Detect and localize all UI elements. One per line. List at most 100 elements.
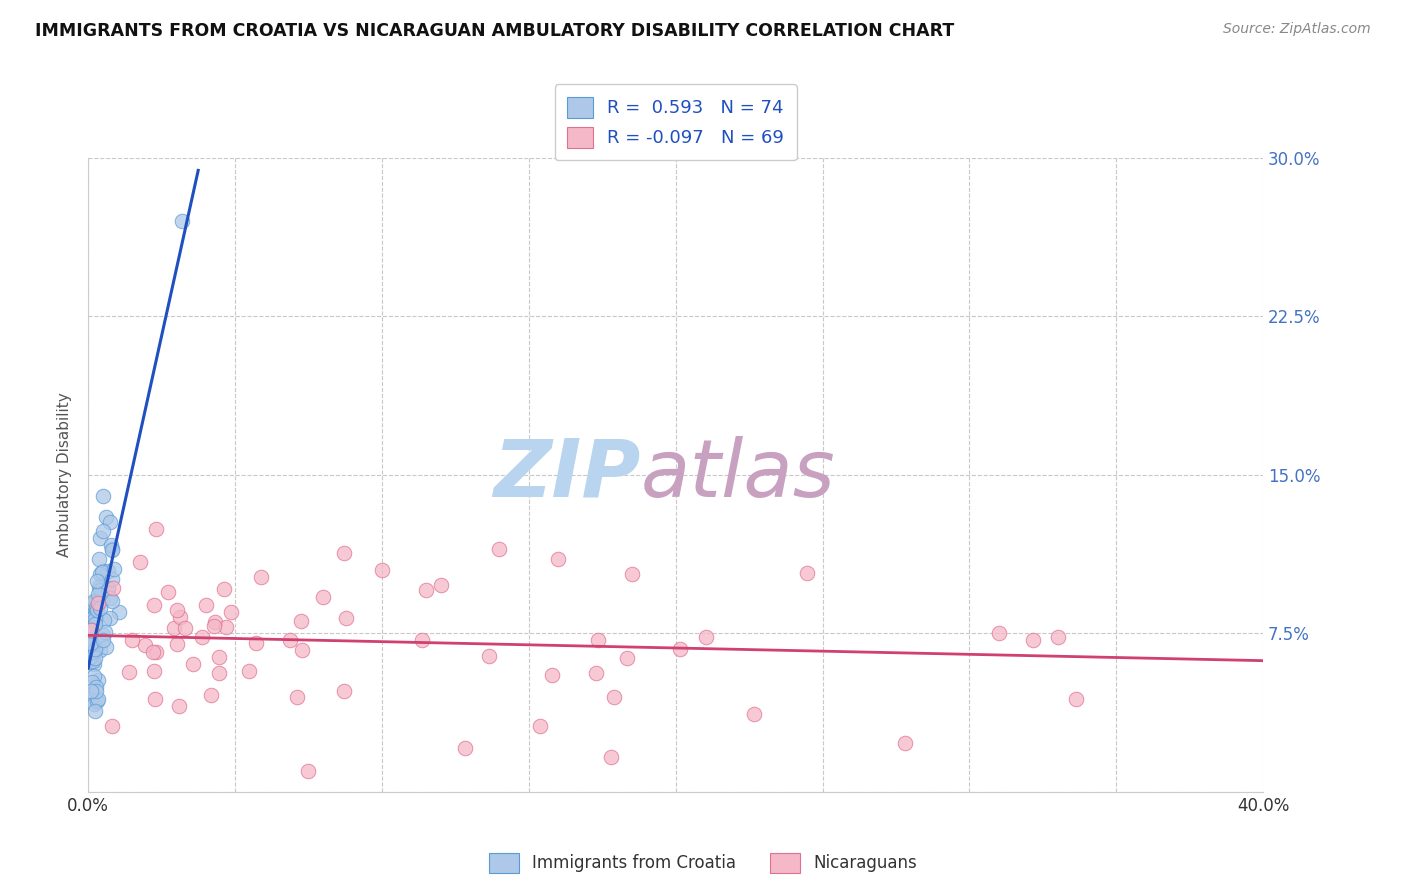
Point <box>101 594 124 608</box>
Point <box>695 630 717 644</box>
Point <box>278 633 301 648</box>
Point <box>86 694 108 708</box>
Point <box>83 657 105 671</box>
Point <box>80 623 103 637</box>
Point <box>143 598 166 612</box>
Point <box>97 582 120 596</box>
Point <box>84 651 107 665</box>
Point <box>97 581 120 595</box>
Point <box>80 651 103 665</box>
Point <box>454 740 477 755</box>
Text: Source: ZipAtlas.com: Source: ZipAtlas.com <box>1223 22 1371 37</box>
Point <box>172 214 194 228</box>
Point <box>585 665 607 680</box>
Point <box>91 564 114 578</box>
Point <box>488 541 510 556</box>
Point <box>83 644 105 658</box>
Point <box>84 642 107 657</box>
Point <box>87 580 110 594</box>
Point <box>333 546 356 560</box>
Point <box>195 598 218 612</box>
Point <box>669 642 692 657</box>
Point <box>86 586 108 600</box>
Point <box>80 636 103 650</box>
Point <box>108 605 131 619</box>
Point <box>87 552 110 566</box>
Point <box>143 664 166 678</box>
Point <box>83 612 105 626</box>
Point <box>134 638 156 652</box>
Point <box>478 648 501 663</box>
Point <box>93 613 115 627</box>
Point <box>297 764 319 778</box>
Point <box>190 630 212 644</box>
Point <box>86 601 108 615</box>
Point <box>90 584 112 599</box>
Point <box>238 665 260 679</box>
Point <box>145 645 167 659</box>
Point <box>145 522 167 536</box>
Point <box>83 594 105 608</box>
Point <box>83 608 105 623</box>
Point <box>1022 632 1045 647</box>
Point <box>77 637 100 651</box>
Point <box>245 636 267 650</box>
Point <box>1064 692 1087 706</box>
Point <box>121 633 143 648</box>
Point <box>93 524 115 539</box>
Point <box>215 620 238 634</box>
Point <box>77 633 100 648</box>
Point <box>98 611 121 625</box>
Point <box>83 697 105 711</box>
Point <box>204 615 226 630</box>
Point <box>97 564 120 578</box>
Point <box>143 692 166 706</box>
Point <box>142 645 165 659</box>
Point <box>1046 631 1069 645</box>
Point <box>202 619 225 633</box>
Point <box>83 607 105 622</box>
Point <box>616 651 638 665</box>
Legend: Immigrants from Croatia, Nicaraguans: Immigrants from Croatia, Nicaraguans <box>482 847 924 880</box>
Point <box>250 570 273 584</box>
Text: IMMIGRANTS FROM CROATIA VS NICARAGUAN AMBULATORY DISABILITY CORRELATION CHART: IMMIGRANTS FROM CROATIA VS NICARAGUAN AM… <box>35 22 955 40</box>
Point <box>80 623 103 637</box>
Point <box>80 684 103 698</box>
Point <box>83 669 105 683</box>
Point <box>586 633 609 648</box>
Point <box>103 562 125 576</box>
Point <box>87 673 110 688</box>
Point <box>80 632 103 646</box>
Point <box>83 617 105 632</box>
Point <box>411 632 433 647</box>
Point <box>600 749 623 764</box>
Point <box>602 690 624 704</box>
Point <box>87 596 110 610</box>
Point <box>200 688 222 702</box>
Point <box>742 706 765 721</box>
Point <box>82 611 104 625</box>
Point <box>80 691 103 706</box>
Point <box>84 704 107 718</box>
Point <box>94 625 117 640</box>
Point <box>80 675 103 690</box>
Point <box>540 667 562 681</box>
Point <box>415 582 437 597</box>
Point <box>84 680 107 694</box>
Point <box>80 645 103 659</box>
Point <box>91 632 114 647</box>
Point <box>87 691 110 706</box>
Point <box>79 649 101 664</box>
Point <box>86 574 108 588</box>
Point <box>79 634 101 648</box>
Point <box>166 602 188 616</box>
Point <box>91 593 114 607</box>
Point <box>89 582 111 597</box>
Point <box>371 563 394 577</box>
Legend: R =  0.593   N = 74, R = -0.097   N = 69: R = 0.593 N = 74, R = -0.097 N = 69 <box>555 85 797 161</box>
Point <box>335 611 357 625</box>
Point <box>167 698 190 713</box>
Point <box>101 581 124 595</box>
Point <box>91 628 114 642</box>
Point <box>169 609 191 624</box>
